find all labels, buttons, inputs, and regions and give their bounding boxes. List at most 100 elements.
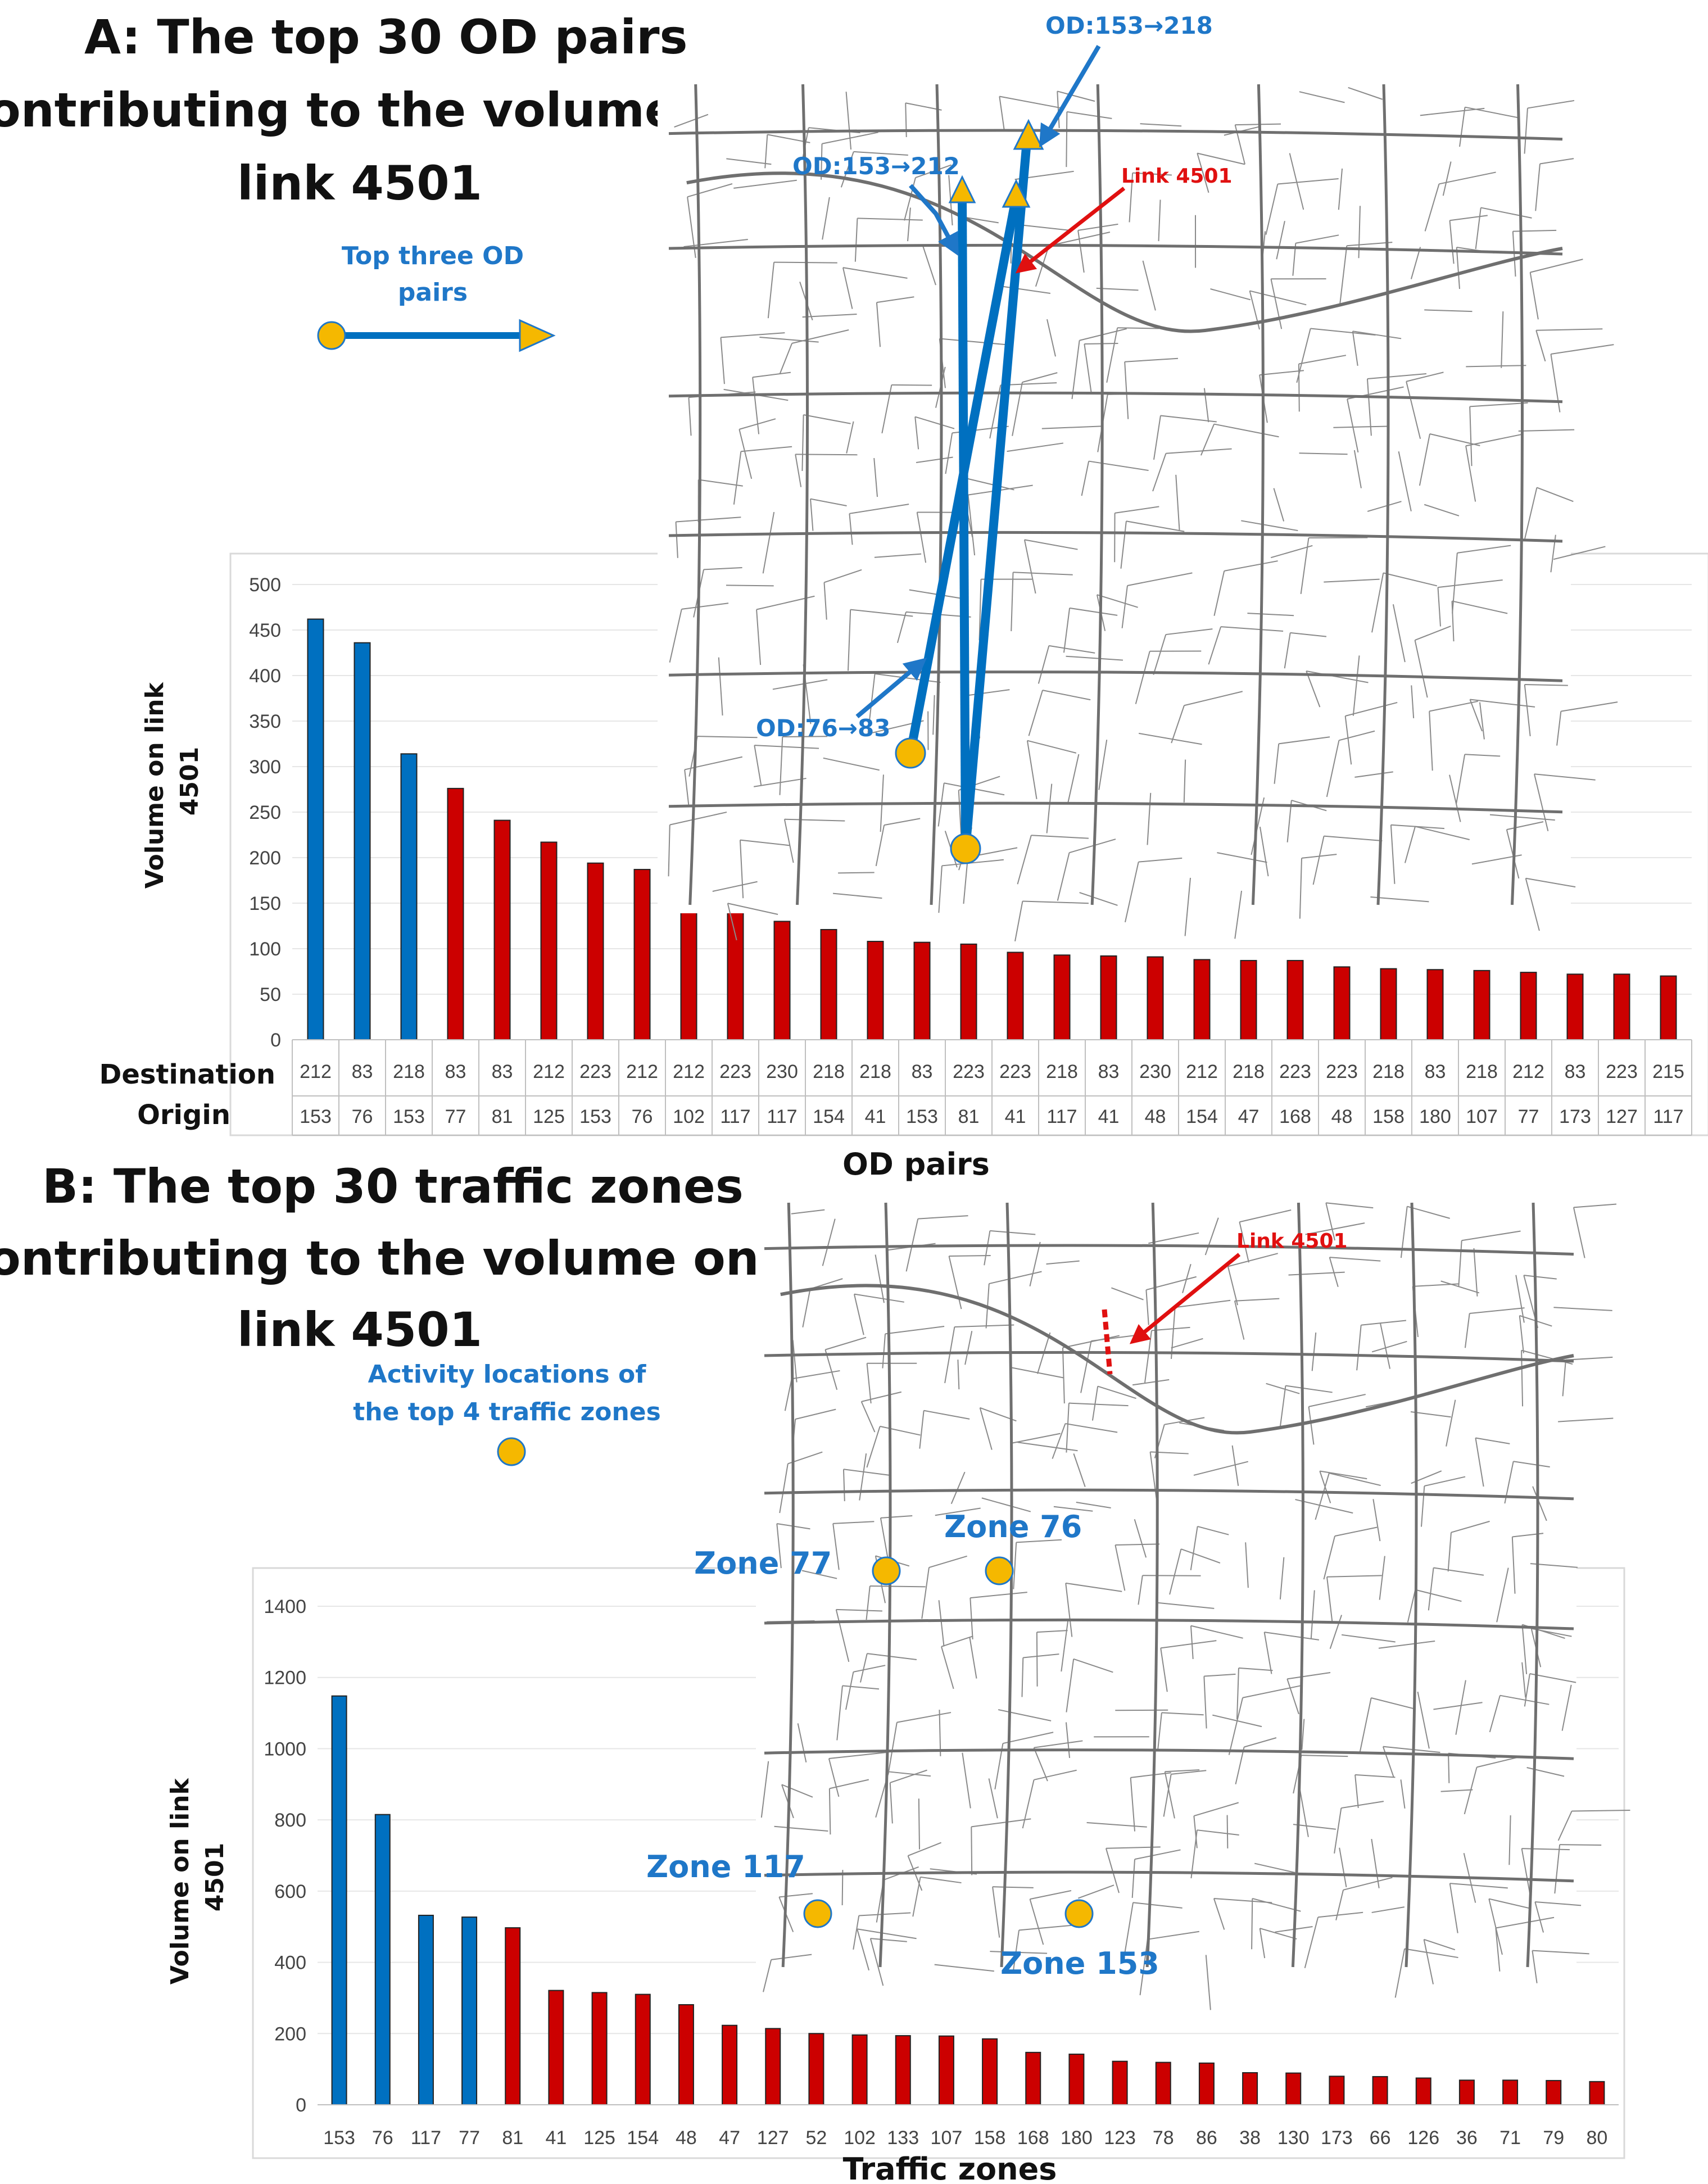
minor-road [792,1340,798,1383]
minor-road [1489,814,1555,821]
minor-road [1470,402,1528,407]
minor-road [1532,1950,1589,1955]
minor-road [1227,1253,1278,1267]
x-tick-label: 130 [1277,2127,1310,2149]
minor-road [1057,90,1095,102]
y-tick-label: 250 [249,802,281,823]
minor-road [1017,1442,1078,1452]
minor-road [1524,1275,1557,1280]
minor-road [962,1752,971,1809]
legend-zone-text-line-1: Activity locations of [368,1360,647,1389]
minor-road [762,511,775,574]
y-tick-label: 400 [249,665,281,687]
minor-road [1124,1902,1134,1954]
minor-road [1335,1890,1344,1920]
od-origin-label: 153 [393,1106,425,1127]
minor-road [781,1784,813,1798]
minor-road [828,1758,840,1797]
minor-road [1124,361,1129,419]
minor-road [1525,878,1540,931]
minor-road [1200,424,1215,456]
minor-road [919,1410,925,1449]
minor-road [1524,108,1528,154]
minor-road [1371,1340,1407,1353]
minor-road [1254,1863,1295,1873]
minor-road [810,499,814,531]
minor-road [1208,626,1222,665]
minor-road [740,839,790,846]
minor-road [880,1425,921,1436]
zone-117-marker [803,1899,832,1928]
minor-road [791,1209,825,1215]
minor-road [1029,1898,1044,1945]
minor-road [1354,1774,1359,1808]
minor-road [1345,701,1398,717]
minor-road [1301,854,1337,859]
minor-road [1069,839,1116,854]
minor-road [1475,1437,1510,1444]
minor-road [779,736,783,795]
minor-road [939,1710,941,1756]
minor-road [1318,1911,1363,1918]
minor-road [1234,1301,1245,1340]
minor-road [853,1665,886,1673]
minor-road [1181,1548,1221,1564]
od-origin-marker-153 [950,833,981,864]
bar [1473,969,1490,1041]
od-origin-label: 125 [533,1106,565,1127]
x-tick-label: 48 [676,2127,697,2149]
minor-road [697,736,758,738]
bar [851,2034,868,2106]
minor-road [1343,1877,1393,1891]
panel-b-title: B: The top 30 traffic zones contributing… [0,1159,759,1357]
minor-road [957,1360,960,1390]
bar [960,943,977,1041]
minor-road [1120,521,1127,569]
minor-road [1121,585,1128,628]
minor-road [779,1463,789,1514]
minor-road [1213,1898,1225,1930]
minor-road [1251,797,1265,855]
minor-road [1372,1499,1381,1542]
minor-road [1124,862,1139,923]
minor-road [1152,453,1167,492]
minor-road [1325,1203,1335,1241]
arterial-road [668,801,1563,814]
od-destination-label: 223 [1606,1061,1638,1082]
minor-road [1524,684,1568,686]
minor-road [1511,1537,1516,1594]
minor-road [833,1521,875,1524]
od-origin-label: 47 [1238,1106,1260,1127]
minor-road [1524,487,1538,539]
panel-b-title-line-1: B: The top 30 traffic zones [42,1159,744,1214]
minor-road [1347,398,1359,453]
minor-road [1495,1928,1501,1972]
minor-road [1175,1299,1231,1308]
minor-road [1027,740,1077,754]
minor-road [1115,1543,1160,1546]
minor-road [1224,560,1278,572]
panel-b-title-line-2: contributing to the volume on [0,1231,759,1286]
minor-road [1031,835,1089,839]
minor-road [1390,824,1396,884]
minor-road [1171,1307,1176,1359]
minor-road [791,329,849,344]
minor-road [739,840,744,899]
minor-road [1573,1207,1585,1258]
bar [1147,956,1164,1040]
bar [895,2035,911,2106]
minor-road [1165,1769,1200,1773]
minor-road [1156,1602,1215,1609]
minor-road [1077,1884,1114,1899]
minor-road [1420,1485,1425,1527]
minor-road [1160,415,1217,423]
minor-road [1007,442,1064,452]
panel-a-title: A: The top 30 OD pairs contributing to t… [0,10,759,211]
minor-road [1073,1658,1113,1673]
minor-road [1429,433,1480,446]
panel-a-legend: Top three OD pairs [317,242,556,352]
minor-road [1451,1520,1490,1533]
minor-road [824,1349,838,1390]
minor-road [845,1671,854,1710]
minor-road [840,151,854,188]
